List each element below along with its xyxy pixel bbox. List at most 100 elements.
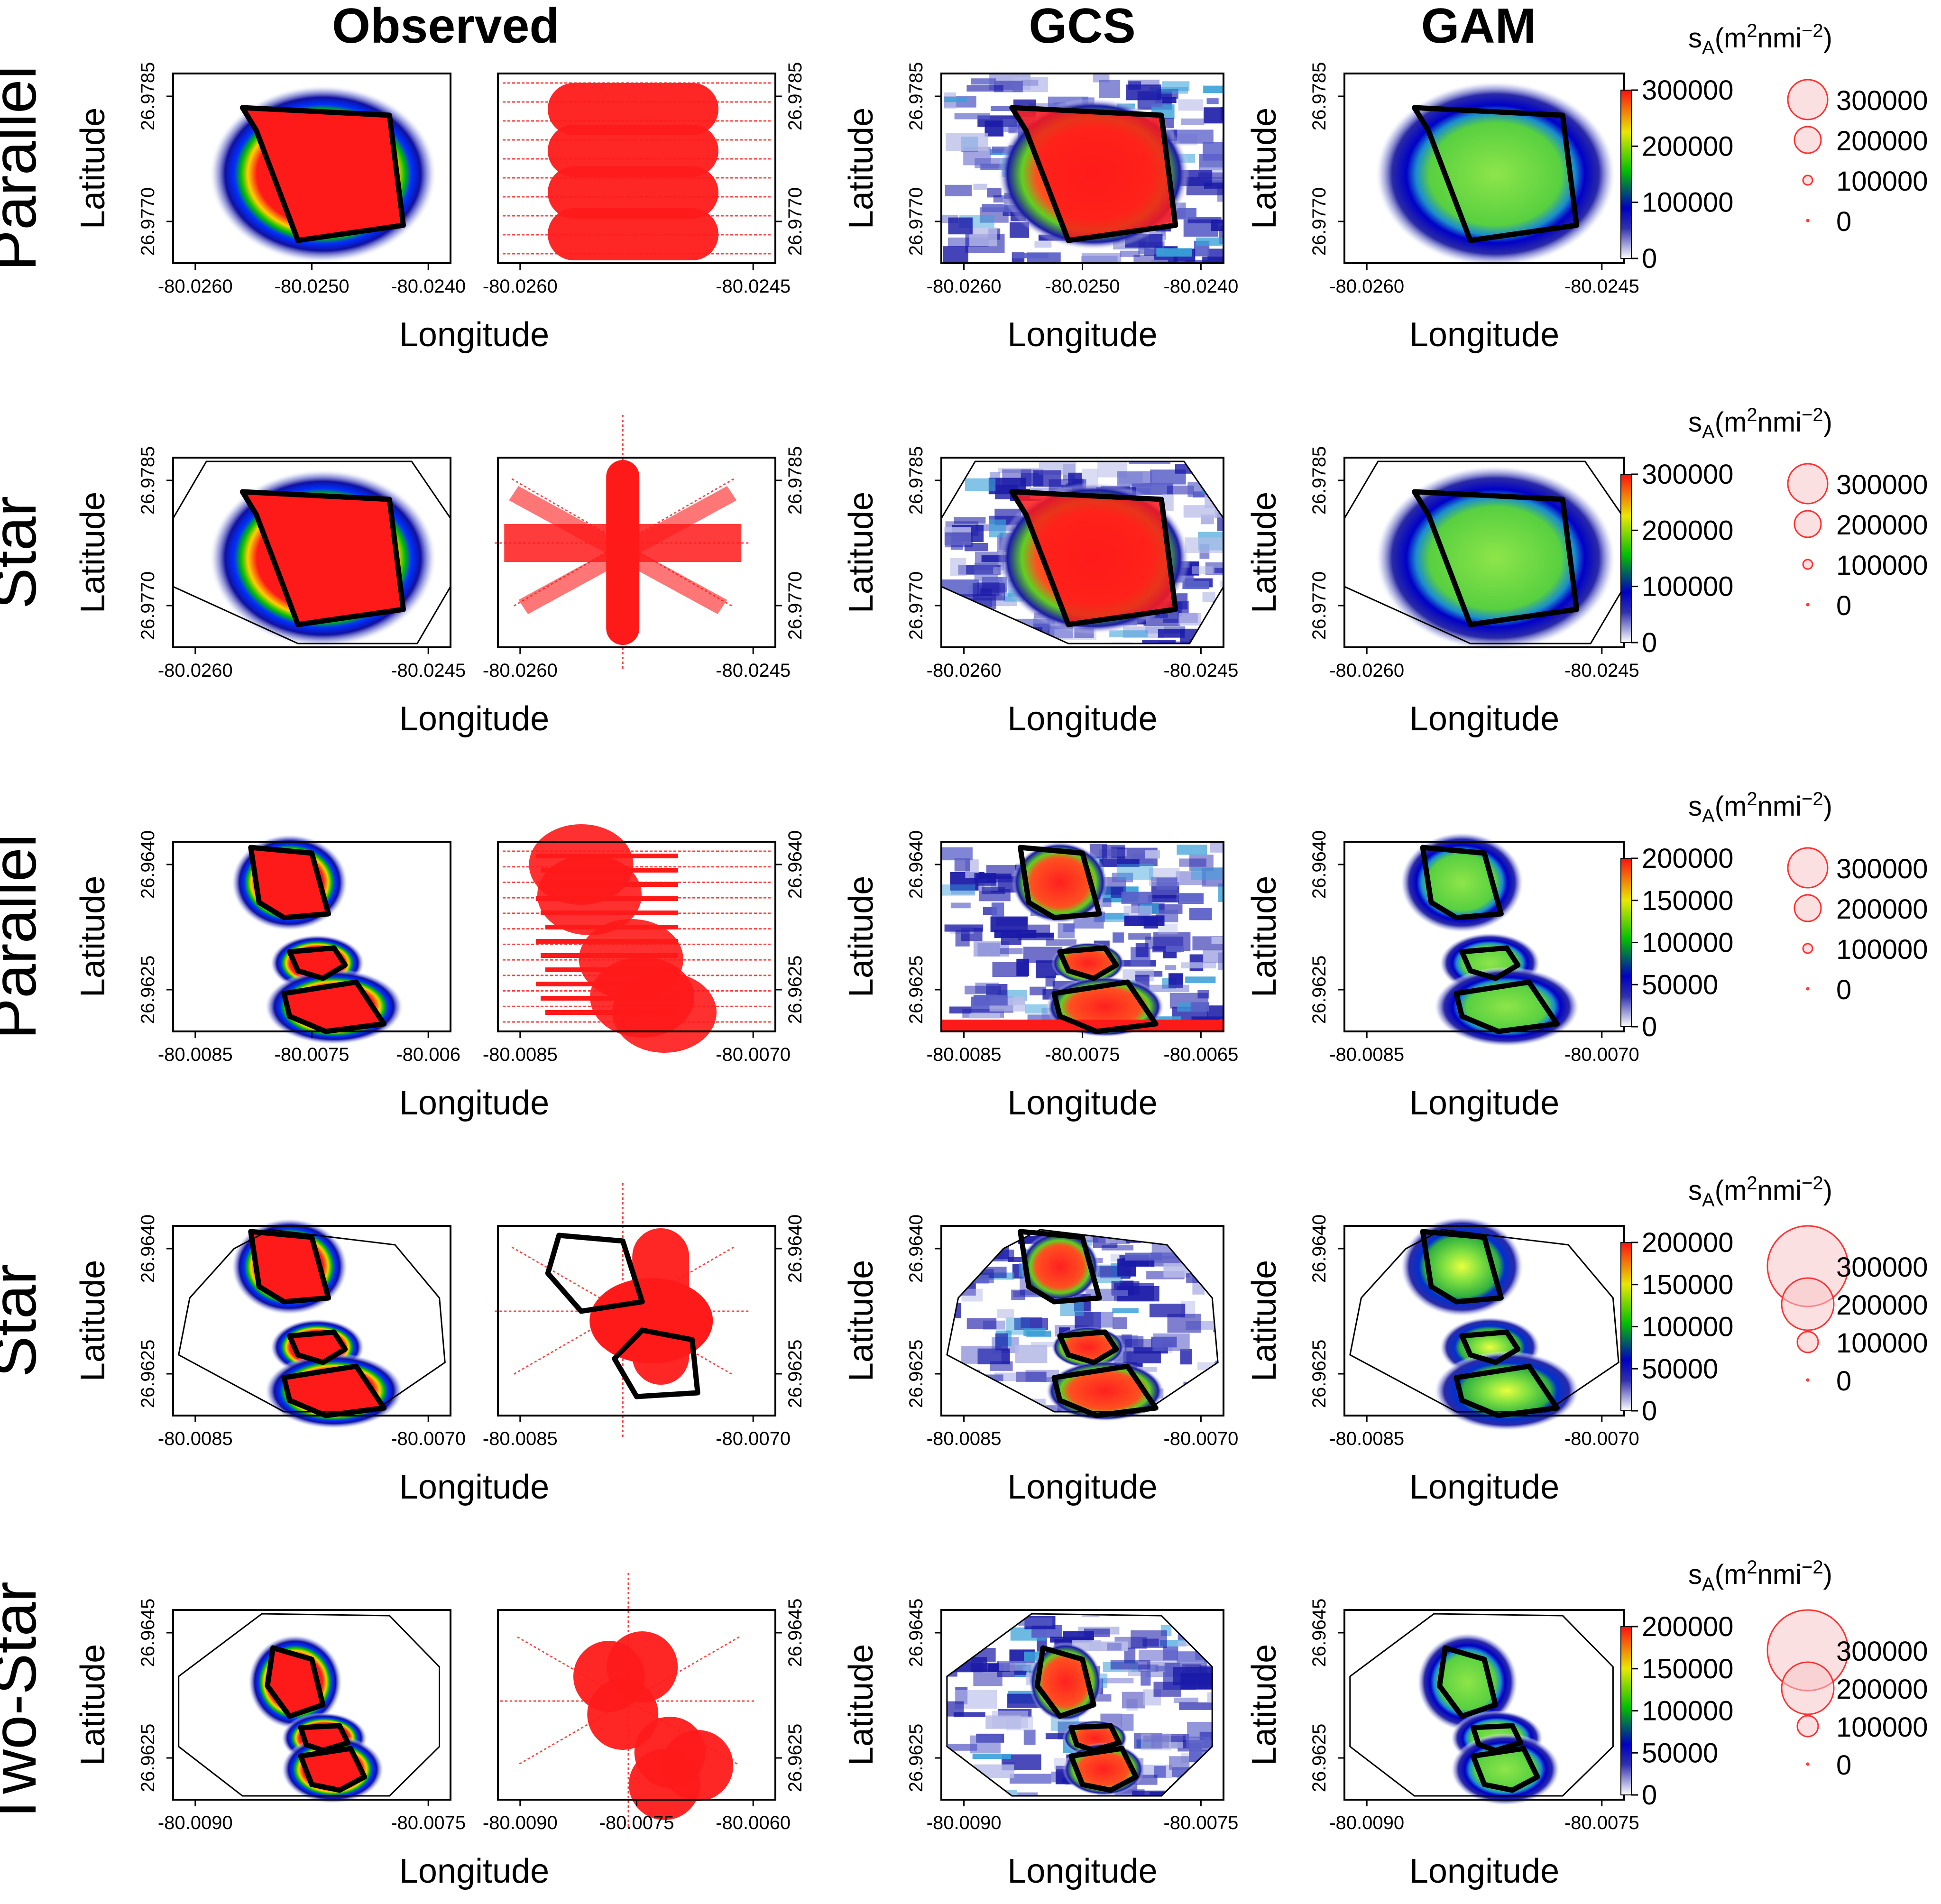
gcs-cell xyxy=(1034,241,1052,248)
school-outline xyxy=(1453,979,1560,1034)
observed-school-fill xyxy=(267,1648,323,1716)
gcs-cell xyxy=(1017,1792,1038,1796)
gcs-cell xyxy=(1143,917,1159,929)
gcs-cell xyxy=(1002,469,1031,487)
colorbar-tick-label: 300000 xyxy=(1642,75,1734,106)
bubble-legend-symbol xyxy=(1787,847,1829,889)
gcs-cell xyxy=(1139,1649,1177,1662)
gcs-cell xyxy=(1202,256,1223,263)
bubble-legend-symbol xyxy=(1781,1277,1835,1331)
observed-school-fill xyxy=(242,108,404,240)
colorbar-tick-label: 300000 xyxy=(1642,459,1734,490)
gcs-cell xyxy=(987,188,1002,198)
school-outline xyxy=(1009,489,1178,627)
bubble-legend-symbol xyxy=(1794,126,1822,154)
row-header: Star xyxy=(0,496,49,609)
bubble-legend-symbol xyxy=(1796,1715,1819,1738)
axes: -80.0085 -80.0075 -80.0065 26.9625 26.9640 La… xyxy=(842,830,1238,1065)
gcs-cell xyxy=(1153,1333,1190,1351)
gcs-panel: -80.0260 -80.0245 26.9770 26.9785 Latitude Lo… xyxy=(842,446,1238,738)
colorbar-tick-label: 200000 xyxy=(1642,131,1734,162)
gam-prediction-halo xyxy=(1434,1351,1580,1431)
bubble-legend-label: 100000 xyxy=(1836,1712,1928,1743)
colorbar: 200000 150000 100000 50000 0 xyxy=(1620,1611,1734,1811)
y-tick-label: 26.9625 xyxy=(785,1724,806,1793)
gcs-cell xyxy=(1174,129,1214,144)
y-tick-label: 26.9770 xyxy=(1309,187,1330,256)
gcs-school-fill xyxy=(1012,492,1176,625)
figure-row: Star -80.0260 -80.0245 26.9770 26.9785 Latitu… xyxy=(0,405,1928,738)
gcs-cell xyxy=(1112,1290,1128,1296)
gcs-cell xyxy=(1156,248,1193,257)
school-outline xyxy=(1051,1363,1159,1418)
y-tick-label: 26.9785 xyxy=(138,62,158,131)
axes: -80.0260 -80.0245 26.9770 26.9785 xyxy=(483,446,806,681)
gcs-cell xyxy=(1107,1643,1122,1651)
colorbar-tick-label: 50000 xyxy=(1642,1738,1718,1768)
backscatter-bubble xyxy=(548,83,718,135)
school-outline xyxy=(298,1723,350,1753)
x-tick-label: -80.0070 xyxy=(1163,1428,1238,1449)
gcs-cell xyxy=(1046,939,1076,946)
x-tick-label: -80.0260 xyxy=(483,276,558,297)
y-tick-label: 26.9785 xyxy=(138,446,158,515)
y-tick-label: 26.9645 xyxy=(906,1599,927,1667)
y-axis-label: Latitude xyxy=(842,492,880,613)
observed-tracks-panel: -80.0260 -80.0245 26.9770 26.9785 xyxy=(483,415,806,681)
x-axis-label: Longitude xyxy=(1007,316,1157,354)
x-axis-label: Longitude xyxy=(1409,700,1559,738)
gcs-school-fill xyxy=(1012,108,1176,240)
gcs-cell xyxy=(1155,1665,1186,1672)
gcs-cell xyxy=(1128,81,1141,90)
colorbar-tick-label: 100000 xyxy=(1642,1312,1734,1343)
gcs-cell xyxy=(1190,1002,1209,1012)
y-axis-label: Latitude xyxy=(74,108,112,229)
x-tick-label: -80.0065 xyxy=(1163,1044,1238,1065)
y-tick-label: 26.9785 xyxy=(1309,446,1330,515)
gcs-cell xyxy=(1211,937,1223,944)
colorbar-tick-label: 100000 xyxy=(1642,187,1734,218)
gcs-cell xyxy=(975,983,999,993)
x-tick-label: -80.0070 xyxy=(716,1428,791,1449)
survey-boundary xyxy=(946,1229,1219,1413)
gcs-cell xyxy=(1110,1660,1150,1670)
gcs-cell xyxy=(1204,1738,1213,1748)
gcs-cell xyxy=(1058,923,1075,938)
bubble-legend: 300000 200000 100000 0 xyxy=(1766,1225,1928,1397)
row-header: Parallel xyxy=(0,65,49,271)
gcs-cell xyxy=(1081,256,1118,263)
gcs-cell xyxy=(985,1715,1021,1729)
y-tick-label: 26.9640 xyxy=(138,1214,158,1283)
gam-panel: -80.0085 -80.0070 26.9625 26.9640 Latitude Lo… xyxy=(1245,830,1639,1122)
bubble-legend: 300000 200000 100000 0 xyxy=(1787,463,1928,621)
school-outline xyxy=(1470,1746,1540,1793)
column-header: GCS xyxy=(1029,0,1135,54)
colorbar-scale xyxy=(1620,858,1632,1027)
observed-school-fill xyxy=(250,1232,329,1302)
gcs-cell xyxy=(1023,1327,1046,1336)
observed-map-panel: -80.0085 -80.0070 26.9625 26.9640 Latitude xyxy=(74,1214,466,1449)
gcs-cell xyxy=(1030,986,1047,995)
x-tick-label: -80.0070 xyxy=(1564,1428,1639,1449)
bubble-legend-symbol xyxy=(1806,219,1810,222)
gcs-cell xyxy=(955,930,970,947)
gcs-cell xyxy=(997,1309,1014,1318)
bubble-legend-label: 100000 xyxy=(1836,550,1928,581)
gcs-cell xyxy=(1120,250,1141,257)
gcs-cell xyxy=(1189,908,1212,920)
gcs-cell xyxy=(1141,1733,1171,1751)
y-tick-label: 26.9770 xyxy=(138,571,158,640)
figure-row: Two-Star -80.0090 -80.0075 26.9625 26.9645 La… xyxy=(0,1557,1928,1890)
gcs-cell xyxy=(965,985,1001,994)
bubble-legend-label: 300000 xyxy=(1836,1636,1928,1667)
gcs-cell xyxy=(1081,1614,1100,1618)
y-tick-label: 26.9770 xyxy=(906,187,927,256)
school-outline xyxy=(612,1327,700,1399)
observed-tracks-panel: -80.0085 -80.0070 26.9625 26.9640 xyxy=(483,1183,806,1449)
observed-tracks-panel: -80.0085 -80.0070 26.9625 26.9640 xyxy=(483,824,806,1065)
y-tick-label: 26.9640 xyxy=(785,830,806,899)
y-tick-label: 26.9785 xyxy=(785,446,806,515)
colorbar-tick-label: 200000 xyxy=(1642,515,1734,546)
gcs-cell xyxy=(1202,592,1215,602)
legend-title: sA(m2nmi−2) xyxy=(1688,1557,1832,1595)
